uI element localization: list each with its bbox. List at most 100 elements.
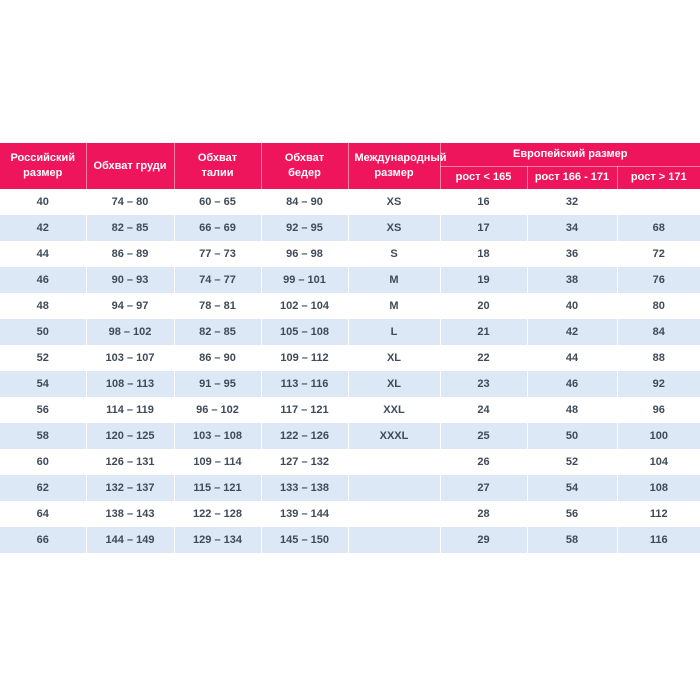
table-cell: 120 – 125: [85, 423, 174, 449]
table-cell: 138 – 143: [85, 501, 174, 527]
col-header-height-over-171: рост > 171: [616, 166, 700, 189]
table-cell: 103 – 107: [85, 345, 174, 371]
table-cell: M: [347, 293, 440, 319]
table-cell: [347, 475, 440, 501]
table-row: 46 90 – 93 74 – 77 99 – 101 M 19 38 76: [0, 267, 700, 293]
table-cell: 46: [0, 267, 86, 293]
table-cell: 129 – 134: [173, 527, 261, 553]
table-cell: 52: [526, 449, 617, 475]
table-row: 62 132 – 137 115 – 121 133 – 138 27 54 108: [0, 475, 700, 501]
table-cell: 116: [616, 527, 700, 553]
table-row: 60 126 – 131 109 – 114 127 – 132 26 52 104: [0, 449, 700, 475]
table-cell: 22: [439, 345, 527, 371]
col-header-waist: Обхват талии: [173, 143, 261, 189]
table-cell: 42: [0, 215, 86, 241]
table-cell: 58: [526, 527, 617, 553]
table-cell: 96: [616, 397, 700, 423]
size-chart-table: Российский размер Обхват груди Обхват та…: [0, 143, 700, 553]
table-cell: 84: [616, 319, 700, 345]
table-cell: 115 – 121: [173, 475, 261, 501]
table-cell: 48: [0, 293, 86, 319]
table-cell: M: [347, 267, 440, 293]
table-cell: 40: [526, 293, 617, 319]
table-cell: 62: [0, 475, 86, 501]
table-cell: 99 – 101: [260, 267, 348, 293]
table-cell: L: [347, 319, 440, 345]
table-cell: 82 – 85: [85, 215, 174, 241]
col-header-international-size: Международный размер: [347, 143, 447, 189]
size-chart-wrapper: Российский размер Обхват груди Обхват та…: [0, 143, 700, 553]
table-cell: 92: [616, 371, 700, 397]
table-cell: 64: [0, 501, 86, 527]
table-cell: 48: [526, 397, 617, 423]
table-cell: 18: [439, 241, 527, 267]
table-cell: 80: [616, 293, 700, 319]
table-cell: 36: [526, 241, 617, 267]
table-row: 50 98 – 102 82 – 85 105 – 108 L 21 42 84: [0, 319, 700, 345]
table-cell: 60 – 65: [173, 189, 261, 215]
table-row: 58 120 – 125 103 – 108 122 – 126 XXXL 25 50 100: [0, 423, 700, 449]
table-cell: 42: [526, 319, 617, 345]
table-cell: S: [347, 241, 440, 267]
table-row: 66 144 – 149 129 – 134 145 – 150 29 58 116: [0, 527, 700, 553]
table-row: 52 103 – 107 86 – 90 109 – 112 XL 22 44 88: [0, 345, 700, 371]
table-header: Российский размер Обхват груди Обхват та…: [0, 143, 700, 189]
table-cell: 50: [526, 423, 617, 449]
table-cell: XS: [347, 215, 440, 241]
table-cell: 88: [616, 345, 700, 371]
table-cell: XXL: [347, 397, 440, 423]
table-cell: 126 – 131: [85, 449, 174, 475]
table-cell: 54: [0, 371, 86, 397]
table-cell: 56: [526, 501, 617, 527]
table-cell: XL: [347, 345, 440, 371]
table-cell: 90 – 93: [85, 267, 174, 293]
col-header-european-size-group: Европейский размер: [439, 143, 700, 167]
table-cell: 34: [526, 215, 617, 241]
table-cell: 98 – 102: [85, 319, 174, 345]
table-cell: 58: [0, 423, 86, 449]
table-cell: 44: [526, 345, 617, 371]
table-cell: 91 – 95: [173, 371, 261, 397]
table-cell: XL: [347, 371, 440, 397]
table-cell: 56: [0, 397, 86, 423]
table-cell: 78 – 81: [173, 293, 261, 319]
table-cell: 104: [616, 449, 700, 475]
table-cell: 38: [526, 267, 617, 293]
table-cell: 94 – 97: [85, 293, 174, 319]
table-cell: 74 – 77: [173, 267, 261, 293]
table-cell: 44: [0, 241, 86, 267]
table-cell: 46: [526, 371, 617, 397]
table-cell: 17: [439, 215, 527, 241]
table-cell: 84 – 90: [260, 189, 348, 215]
table-cell: XXXL: [347, 423, 440, 449]
table-cell: 21: [439, 319, 527, 345]
col-header-height-under-165: рост < 165: [439, 166, 527, 189]
table-cell: 66: [0, 527, 86, 553]
table-cell: 109 – 114: [173, 449, 261, 475]
table-cell: 109 – 112: [260, 345, 348, 371]
table-cell: 20: [439, 293, 527, 319]
table-cell: 86 – 89: [85, 241, 174, 267]
table-cell: 32: [526, 189, 617, 215]
table-cell: [616, 189, 700, 215]
col-header-height-166-171: рост 166 - 171: [526, 166, 617, 189]
table-cell: 40: [0, 189, 86, 215]
table-cell: 122 – 126: [260, 423, 348, 449]
table-cell: 96 – 98: [260, 241, 348, 267]
table-row: 48 94 – 97 78 – 81 102 – 104 M 20 40 80: [0, 293, 700, 319]
table-cell: 19: [439, 267, 527, 293]
table-cell: 29: [439, 527, 527, 553]
table-cell: 27: [439, 475, 527, 501]
table-cell: 127 – 132: [260, 449, 348, 475]
table-cell: 60: [0, 449, 86, 475]
table-cell: 103 – 108: [173, 423, 261, 449]
table-cell: 16: [439, 189, 527, 215]
table-cell: [347, 501, 440, 527]
table-cell: 139 – 144: [260, 501, 348, 527]
table-row: 56 114 – 119 96 – 102 117 – 121 XXL 24 48 96: [0, 397, 700, 423]
table-cell: 113 – 116: [260, 371, 348, 397]
table-cell: 108: [616, 475, 700, 501]
table-cell: 96 – 102: [173, 397, 261, 423]
table-cell: 132 – 137: [85, 475, 174, 501]
